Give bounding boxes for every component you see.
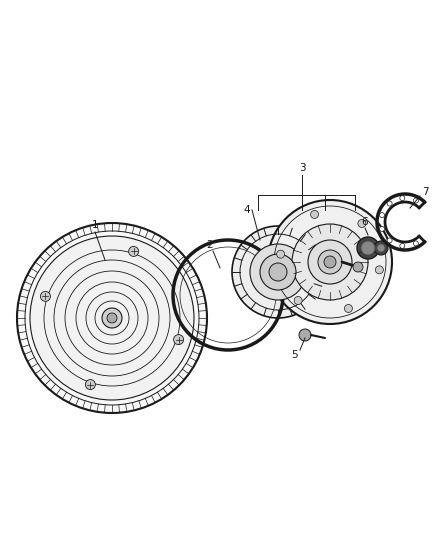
Text: 6: 6 bbox=[362, 217, 368, 227]
Ellipse shape bbox=[268, 200, 392, 324]
Text: 1: 1 bbox=[92, 220, 98, 230]
Ellipse shape bbox=[269, 263, 287, 281]
Ellipse shape bbox=[379, 213, 385, 217]
Ellipse shape bbox=[294, 296, 302, 304]
Text: 3: 3 bbox=[299, 163, 305, 173]
Ellipse shape bbox=[353, 262, 363, 272]
Ellipse shape bbox=[277, 250, 285, 258]
Ellipse shape bbox=[318, 250, 342, 274]
Ellipse shape bbox=[16, 222, 208, 414]
Ellipse shape bbox=[85, 379, 95, 390]
Ellipse shape bbox=[375, 266, 383, 274]
Ellipse shape bbox=[129, 246, 139, 256]
Ellipse shape bbox=[358, 220, 366, 228]
Ellipse shape bbox=[387, 201, 392, 206]
Ellipse shape bbox=[311, 211, 318, 219]
Ellipse shape bbox=[357, 237, 379, 259]
Text: 4: 4 bbox=[244, 205, 250, 215]
Ellipse shape bbox=[361, 241, 375, 255]
Ellipse shape bbox=[292, 224, 368, 300]
Ellipse shape bbox=[107, 313, 117, 323]
Ellipse shape bbox=[30, 236, 194, 400]
Ellipse shape bbox=[308, 240, 352, 284]
Text: 2: 2 bbox=[207, 240, 213, 250]
Ellipse shape bbox=[173, 335, 184, 345]
Ellipse shape bbox=[400, 196, 405, 200]
Ellipse shape bbox=[413, 198, 418, 203]
Ellipse shape bbox=[40, 292, 50, 301]
Ellipse shape bbox=[344, 304, 353, 312]
Ellipse shape bbox=[387, 238, 392, 243]
Ellipse shape bbox=[374, 241, 388, 255]
Ellipse shape bbox=[299, 329, 311, 341]
Ellipse shape bbox=[413, 241, 418, 246]
Text: 5: 5 bbox=[292, 350, 298, 360]
Text: 7: 7 bbox=[422, 187, 428, 197]
Ellipse shape bbox=[377, 244, 385, 252]
Ellipse shape bbox=[232, 226, 324, 318]
Ellipse shape bbox=[324, 256, 336, 268]
Ellipse shape bbox=[102, 308, 122, 328]
Ellipse shape bbox=[250, 244, 306, 300]
Ellipse shape bbox=[379, 227, 385, 231]
Ellipse shape bbox=[400, 244, 405, 248]
Ellipse shape bbox=[260, 254, 296, 290]
